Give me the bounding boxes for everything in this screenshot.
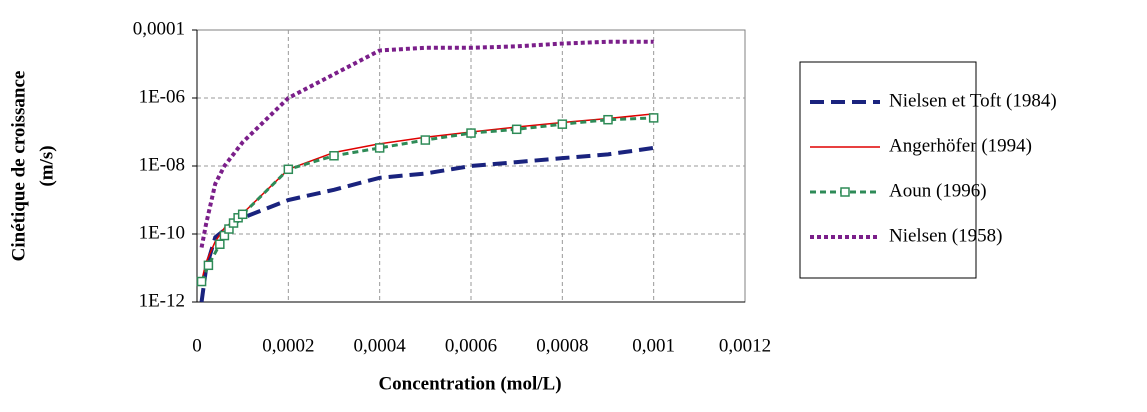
- y-tick-label: 1E-10: [139, 222, 185, 243]
- marker: [466, 128, 476, 138]
- marker: [237, 209, 248, 220]
- y-axis-label: (m/s): [36, 145, 57, 186]
- marker: [329, 151, 339, 161]
- x-tick-label: 0,0002: [262, 335, 314, 356]
- x-tick-label: 0,0006: [445, 335, 497, 356]
- marker: [603, 114, 613, 125]
- legend-label: Nielsen et Toft (1984): [889, 90, 1057, 111]
- marker: [196, 276, 207, 287]
- legend-marker: [840, 187, 850, 197]
- x-tick-label: 0,0004: [354, 335, 407, 356]
- marker: [203, 260, 214, 271]
- x-tick-label: 0,001: [632, 335, 675, 356]
- y-tick-label: 1E-08: [139, 154, 185, 175]
- marker: [374, 143, 385, 153]
- marker: [420, 135, 431, 145]
- marker: [648, 113, 659, 123]
- x-tick-label: 0,0012: [719, 335, 771, 356]
- legend-label: Aoun (1996): [889, 180, 987, 201]
- x-axis-label: Concentration (mol/L): [378, 373, 561, 394]
- x-tick-label: 0,0008: [536, 335, 588, 356]
- y-tick-label: 1E-12: [139, 290, 185, 311]
- marker: [557, 119, 568, 129]
- x-tick-label: 0: [192, 335, 202, 356]
- marker: [283, 164, 294, 175]
- y-tick-label: 0,0001: [133, 18, 185, 39]
- y-tick-label: 1E-06: [139, 86, 185, 107]
- marker: [511, 124, 522, 135]
- legend-box: [799, 61, 977, 279]
- y-axis-label: Cinétique de croissance: [8, 71, 29, 262]
- marker: [215, 239, 225, 249]
- series-line: [200, 113, 654, 282]
- series-line: [199, 39, 654, 248]
- legend-label: Angerhöfer (1994): [889, 135, 1032, 156]
- series-line: [199, 145, 654, 303]
- legend-label: Nielsen (1958): [889, 225, 1002, 246]
